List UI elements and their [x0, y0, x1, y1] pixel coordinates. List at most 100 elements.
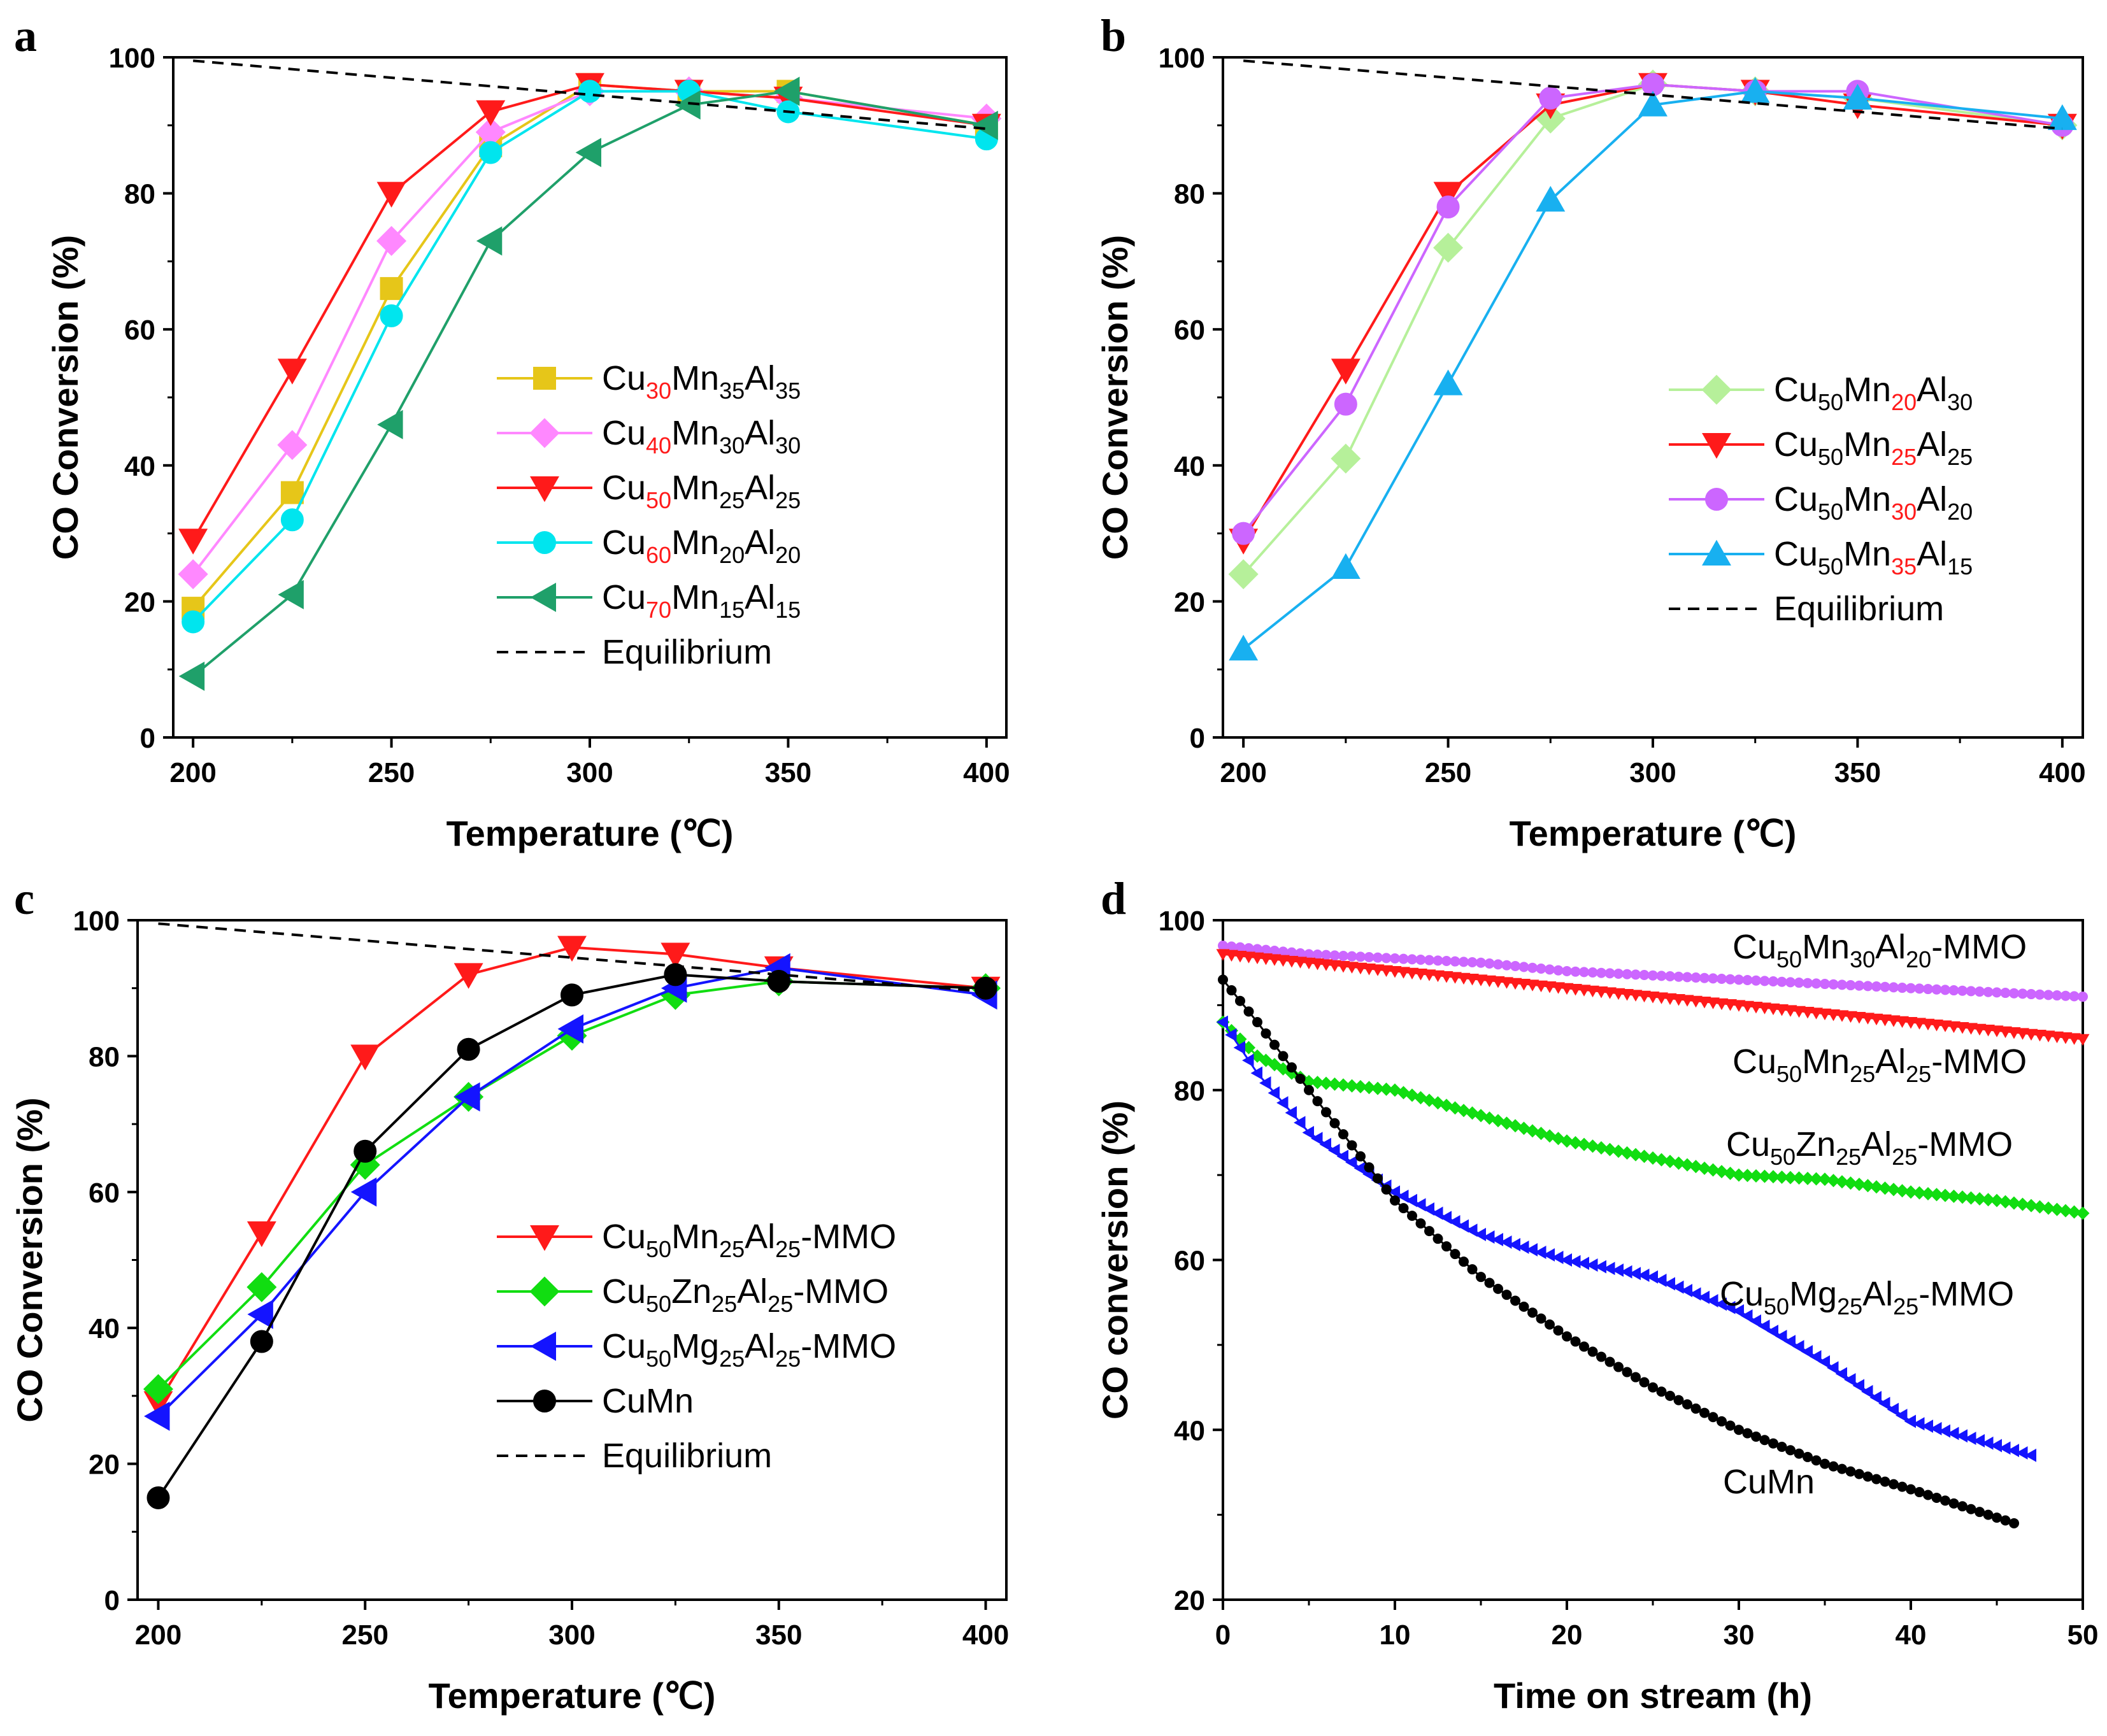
data-point — [1242, 1053, 1254, 1067]
data-point — [1346, 1140, 1357, 1151]
data-point — [1673, 971, 1684, 982]
data-point — [1457, 1104, 1471, 1118]
y-tick-label: 40 — [1174, 1415, 1205, 1446]
label-part: 30 — [646, 378, 671, 404]
label-part: 25 — [1837, 1293, 1862, 1320]
data-point — [1964, 1432, 1976, 1446]
data-point — [1809, 1172, 1824, 1186]
data-point — [1536, 964, 1546, 974]
y-tick-label: 80 — [124, 179, 155, 210]
label-part: 25 — [775, 1236, 801, 1262]
data-point — [2076, 1206, 2090, 1220]
data-point — [1268, 954, 1282, 966]
data-point — [2041, 1030, 2055, 1042]
label-part: 50 — [646, 1291, 671, 1317]
data-point — [1493, 959, 1503, 970]
label-part: Mn — [1843, 480, 1891, 518]
data-point — [1869, 1180, 1883, 1194]
label-part: 50 — [1764, 1293, 1789, 1320]
data-point — [1319, 959, 1333, 971]
data-point — [675, 90, 701, 120]
y-tick-label: 40 — [89, 1313, 120, 1344]
data-point — [1792, 1006, 1806, 1018]
data-point — [1259, 1076, 1271, 1090]
label-part: 25 — [719, 487, 745, 513]
label-part: Cu — [602, 1272, 646, 1311]
data-point — [1680, 1284, 1692, 1297]
data-point — [1656, 971, 1667, 981]
legend-marker — [530, 1225, 559, 1251]
data-point — [1424, 1226, 1434, 1237]
data-point — [2043, 990, 2053, 1000]
data-point — [280, 508, 304, 532]
series-Cu60Mn20Al20: Cu60Mn20Al20 — [182, 80, 998, 634]
data-point — [1734, 974, 1744, 985]
legend-marker — [1702, 539, 1731, 566]
data-point — [1543, 981, 1557, 993]
data-point — [1992, 987, 2002, 998]
data-point — [1216, 949, 1230, 961]
data-point — [1913, 1018, 1926, 1030]
series-line — [157, 946, 986, 1404]
data-point — [1775, 1330, 1787, 1344]
data-point — [1768, 976, 1778, 987]
data-point — [1785, 977, 1796, 988]
data-point — [1862, 1471, 1873, 1482]
data-point — [1957, 985, 1968, 996]
data-point — [1250, 1066, 1262, 1080]
data-point — [1914, 1487, 1925, 1498]
data-point — [1579, 967, 1589, 978]
data-point — [1225, 950, 1238, 962]
data-point — [1665, 1390, 1675, 1401]
legend-label: Cu50Mn30Al20 — [1774, 480, 1973, 525]
data-point — [1837, 1463, 1847, 1474]
data-point — [1398, 953, 1409, 964]
data-point — [178, 661, 205, 691]
data-point — [1287, 1062, 1297, 1073]
y-axis-label: CO Conversion (%) — [10, 1097, 50, 1422]
panel-letter: c — [14, 873, 34, 924]
legend-label: Cu30Mn35Al35 — [602, 359, 801, 404]
data-point — [1785, 1445, 1796, 1456]
data-point — [1682, 1399, 1692, 1410]
data-point — [1990, 1439, 2002, 1453]
data-point — [1794, 978, 1804, 988]
data-point — [1232, 522, 1255, 545]
data-point — [1439, 1211, 1452, 1225]
label-part: Mn — [671, 469, 719, 507]
series-label: CuMn — [1723, 1463, 1815, 1501]
data-point — [1629, 1267, 1641, 1281]
data-point — [1966, 986, 1976, 997]
data-point — [1398, 1203, 1409, 1214]
data-point — [1334, 392, 1357, 416]
data-point — [1656, 1386, 1667, 1397]
data-point — [2068, 1033, 2081, 1045]
data-point — [1680, 1158, 1694, 1172]
x-tick-label: 350 — [765, 757, 811, 788]
data-point — [1811, 978, 1822, 989]
label-part: Al — [1875, 928, 1906, 966]
data-point — [1724, 1300, 1736, 1314]
data-point — [1690, 1403, 1701, 1414]
data-point — [476, 226, 503, 256]
data-point — [1596, 1351, 1606, 1362]
x-axis-label: Temperature (℃) — [1510, 813, 1797, 853]
label-part: Equilibrium — [602, 1437, 772, 1475]
data-point — [1586, 1258, 1598, 1272]
series-label: Cu50Zn25Al25-MMO — [1726, 1125, 2013, 1170]
data-point — [1285, 1106, 1297, 1120]
label-part: Cu — [602, 359, 646, 397]
data-point — [380, 277, 403, 301]
data-point — [1441, 956, 1452, 967]
data-point — [2000, 988, 2011, 999]
data-point — [1457, 972, 1471, 985]
data-point — [1964, 1191, 1978, 1205]
data-point — [1930, 1421, 1942, 1435]
data-point — [1585, 1139, 1600, 1153]
series-line — [157, 966, 986, 1418]
data-point — [1869, 1391, 1882, 1405]
data-point — [1671, 1156, 1686, 1170]
data-point — [1364, 952, 1375, 963]
data-point — [1844, 1011, 1857, 1023]
data-point — [1568, 1135, 1583, 1149]
